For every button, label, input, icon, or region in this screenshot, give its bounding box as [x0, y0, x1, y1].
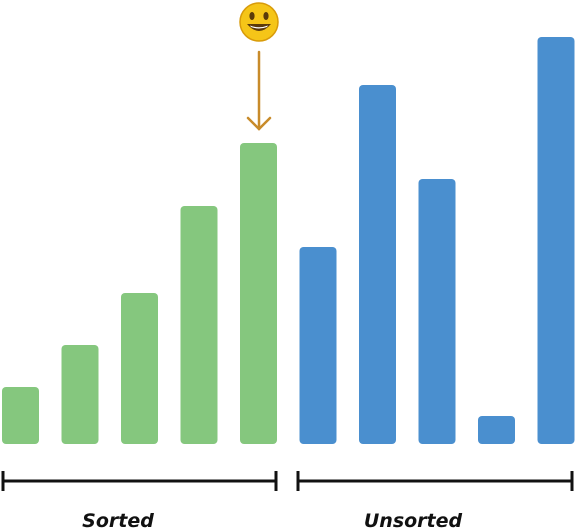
- bar: [2, 387, 39, 444]
- bar: [478, 416, 515, 444]
- bar: [121, 293, 158, 444]
- bar: [299, 247, 337, 444]
- bar: [240, 143, 277, 444]
- pointer-arrow: [246, 50, 272, 131]
- bar: [180, 206, 218, 444]
- bar: [61, 345, 99, 444]
- smiley: [239, 2, 279, 42]
- group-label: Sorted: [82, 510, 154, 531]
- bar: [359, 85, 396, 444]
- group-label: Unsorted: [364, 510, 463, 531]
- bar: [537, 37, 575, 444]
- bar: [418, 179, 456, 444]
- brackets: [1, 471, 574, 491]
